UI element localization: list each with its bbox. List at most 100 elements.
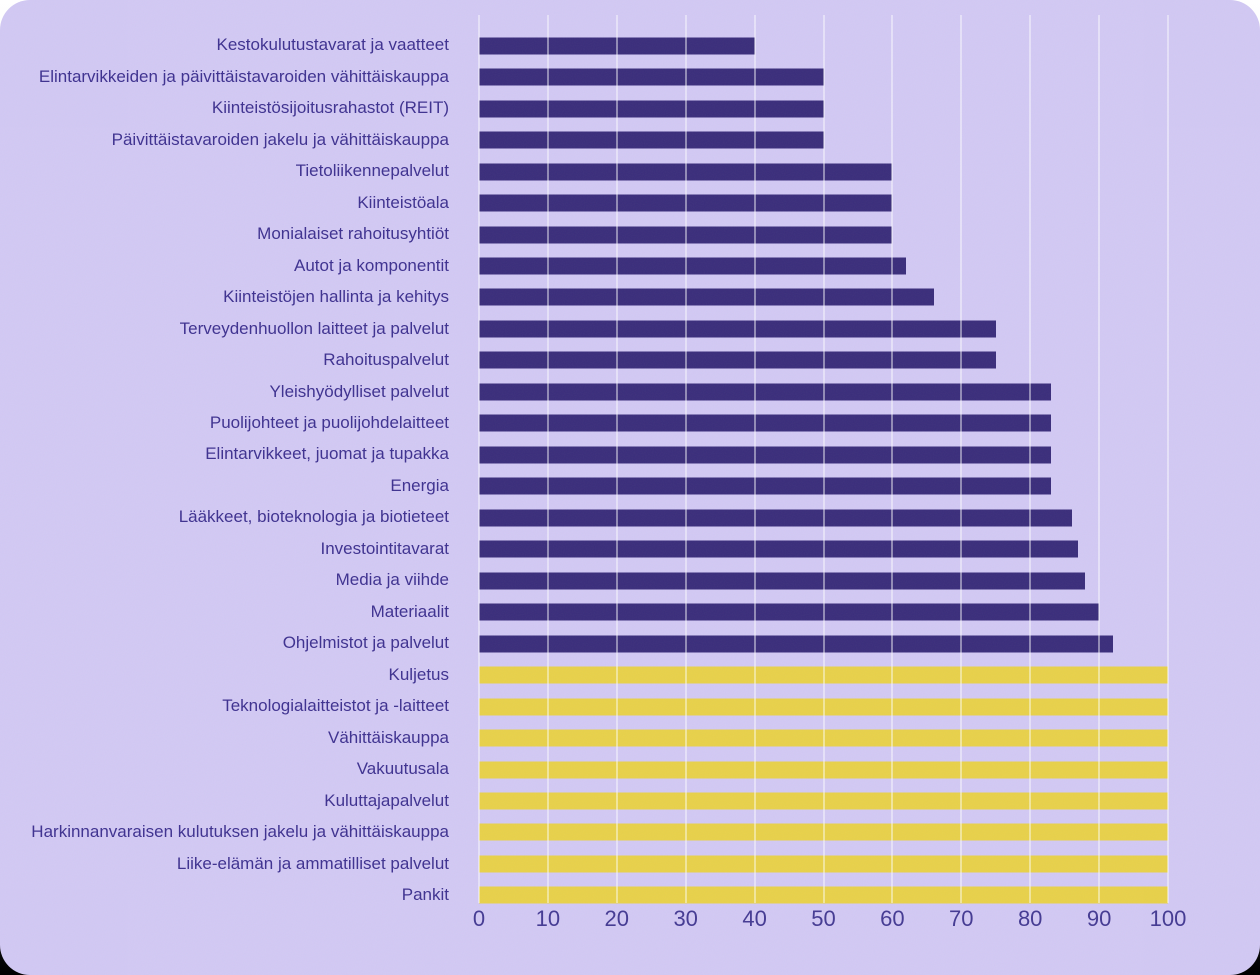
x-tick-label: 70 — [949, 906, 974, 931]
x-tick-label: 10 — [535, 906, 561, 931]
bar — [479, 163, 893, 181]
bar-track — [479, 408, 1168, 439]
bar — [479, 446, 1051, 464]
bar-track — [479, 345, 1168, 376]
bar-track — [479, 817, 1168, 848]
chart-row: Kiinteistösijoitusrahastot (REIT) — [0, 93, 1260, 124]
category-label: Puolijohteet ja puolijohdelaitteet — [209, 413, 449, 433]
chart-row: Media ja viihde — [0, 565, 1260, 596]
chart-row: Päivittäistavaroiden jakelu ja vähittäis… — [0, 124, 1260, 155]
category-label: Kiinteistöjen hallinta ja kehitys — [223, 287, 449, 307]
chart-row: Materiaalit — [0, 596, 1260, 627]
category-label: Yleishyödylliset palvelut — [269, 381, 449, 401]
bar — [479, 886, 1168, 904]
category-label: Harkinnanvaraisen kulutuksen jakelu ja v… — [31, 822, 449, 842]
x-tick-label: 90 — [1086, 906, 1112, 931]
chart-row: Kuluttajapalvelut — [0, 785, 1260, 816]
bar — [479, 257, 907, 275]
x-tick-label: 0 — [472, 906, 486, 931]
chart-row: Energia — [0, 471, 1260, 502]
bar-track — [479, 502, 1168, 533]
chart-row: Lääkkeet, bioteknologia ja biotieteet — [0, 502, 1260, 533]
category-label: Kestokulutustavarat ja vaatteet — [216, 35, 449, 55]
category-label: Monialaiset rahoitusyhtiöt — [257, 224, 449, 244]
x-tick-label: 60 — [880, 906, 905, 931]
x-tick-label: 40 — [742, 906, 767, 931]
category-label: Elintarvikkeet, juomat ja tupakka — [205, 444, 449, 464]
bar — [479, 131, 824, 149]
bar-track — [479, 471, 1168, 502]
category-label: Tietoliikennepalvelut — [295, 161, 449, 181]
category-label: Kuljetus — [388, 664, 449, 684]
bar — [479, 792, 1168, 810]
x-tick-label: 50 — [811, 906, 836, 931]
x-tick-label: 100 — [1149, 906, 1187, 931]
chart-row: Kiinteistöala — [0, 187, 1260, 218]
chart-row: Tietoliikennepalvelut — [0, 156, 1260, 187]
bar-track — [479, 628, 1168, 659]
bar — [479, 477, 1051, 495]
bar-track — [479, 785, 1168, 816]
category-label: Kiinteistösijoitusrahastot (REIT) — [211, 98, 449, 118]
chart-row: Rahoituspalvelut — [0, 345, 1260, 376]
chart-row: Vakuutusala — [0, 754, 1260, 785]
chart-row: Yleishyödylliset palvelut — [0, 376, 1260, 407]
chart-row: Monialaiset rahoitusyhtiöt — [0, 219, 1260, 250]
bar-rows: Kestokulutustavarat ja vaatteet Elintarvi… — [0, 30, 1260, 911]
category-label: Terveydenhuollon laitteet ja palvelut — [179, 318, 449, 338]
bar-track — [479, 313, 1168, 344]
chart-row: Ohjelmistot ja palvelut — [0, 628, 1260, 659]
category-label: Media ja viihde — [335, 570, 449, 590]
bar — [479, 666, 1168, 684]
category-label: Lääkkeet, bioteknologia ja biotieteet — [178, 507, 449, 527]
bar-track — [479, 282, 1168, 313]
category-label: Pankit — [401, 885, 449, 905]
bar-track — [479, 124, 1168, 155]
bar — [479, 383, 1051, 401]
bar — [479, 509, 1072, 527]
bar — [479, 194, 893, 212]
chart-row: Elintarvikkeet, juomat ja tupakka — [0, 439, 1260, 470]
category-label: Teknologialaitteistot ja -laitteet — [222, 696, 449, 716]
bar-track — [479, 187, 1168, 218]
category-label: Investointitavarat — [320, 538, 449, 558]
bar — [479, 100, 824, 118]
bar-track — [479, 156, 1168, 187]
chart-row: Kiinteistöjen hallinta ja kehitys — [0, 282, 1260, 313]
bar — [479, 823, 1168, 841]
category-label: Liike-elämän ja ammatilliset palvelut — [176, 853, 449, 873]
bar — [479, 729, 1168, 747]
bar — [479, 635, 1113, 653]
bar — [479, 414, 1051, 432]
bar-track — [479, 754, 1168, 785]
bar-track — [479, 219, 1168, 250]
category-label: Ohjelmistot ja palvelut — [282, 633, 449, 653]
bar-track — [479, 439, 1168, 470]
bar-track — [479, 376, 1168, 407]
bar-track — [479, 565, 1168, 596]
bar — [479, 761, 1168, 779]
chart-row: Teknologialaitteistot ja -laitteet — [0, 691, 1260, 722]
category-label: Vakuutusala — [356, 759, 449, 779]
category-label: Elintarvikkeiden ja päivittäistavaroiden… — [38, 66, 449, 86]
bar — [479, 572, 1086, 590]
category-label: Kiinteistöala — [357, 192, 449, 212]
category-label: Autot ja komponentit — [294, 255, 449, 275]
chart-row: Investointitavarat — [0, 534, 1260, 565]
bar-track — [479, 30, 1168, 61]
chart-row: Liike-elämän ja ammatilliset palvelut — [0, 848, 1260, 879]
bar-track — [479, 691, 1168, 722]
bar — [479, 288, 934, 306]
bar-track — [479, 722, 1168, 753]
bar — [479, 37, 755, 55]
chart-row: Autot ja komponentit — [0, 250, 1260, 281]
bar — [479, 226, 893, 244]
chart-row: Puolijohteet ja puolijohdelaitteet — [0, 408, 1260, 439]
chart-row: Elintarvikkeiden ja päivittäistavaroiden… — [0, 61, 1260, 92]
chart-row: Harkinnanvaraisen kulutuksen jakelu ja v… — [0, 817, 1260, 848]
x-axis: 0 10 20 30 40 50 60 70 80 90 100 — [473, 906, 1186, 940]
bar-track — [479, 534, 1168, 565]
category-label: Päivittäistavaroiden jakelu ja vähittäis… — [111, 129, 449, 149]
category-label: Rahoituspalvelut — [323, 350, 449, 370]
